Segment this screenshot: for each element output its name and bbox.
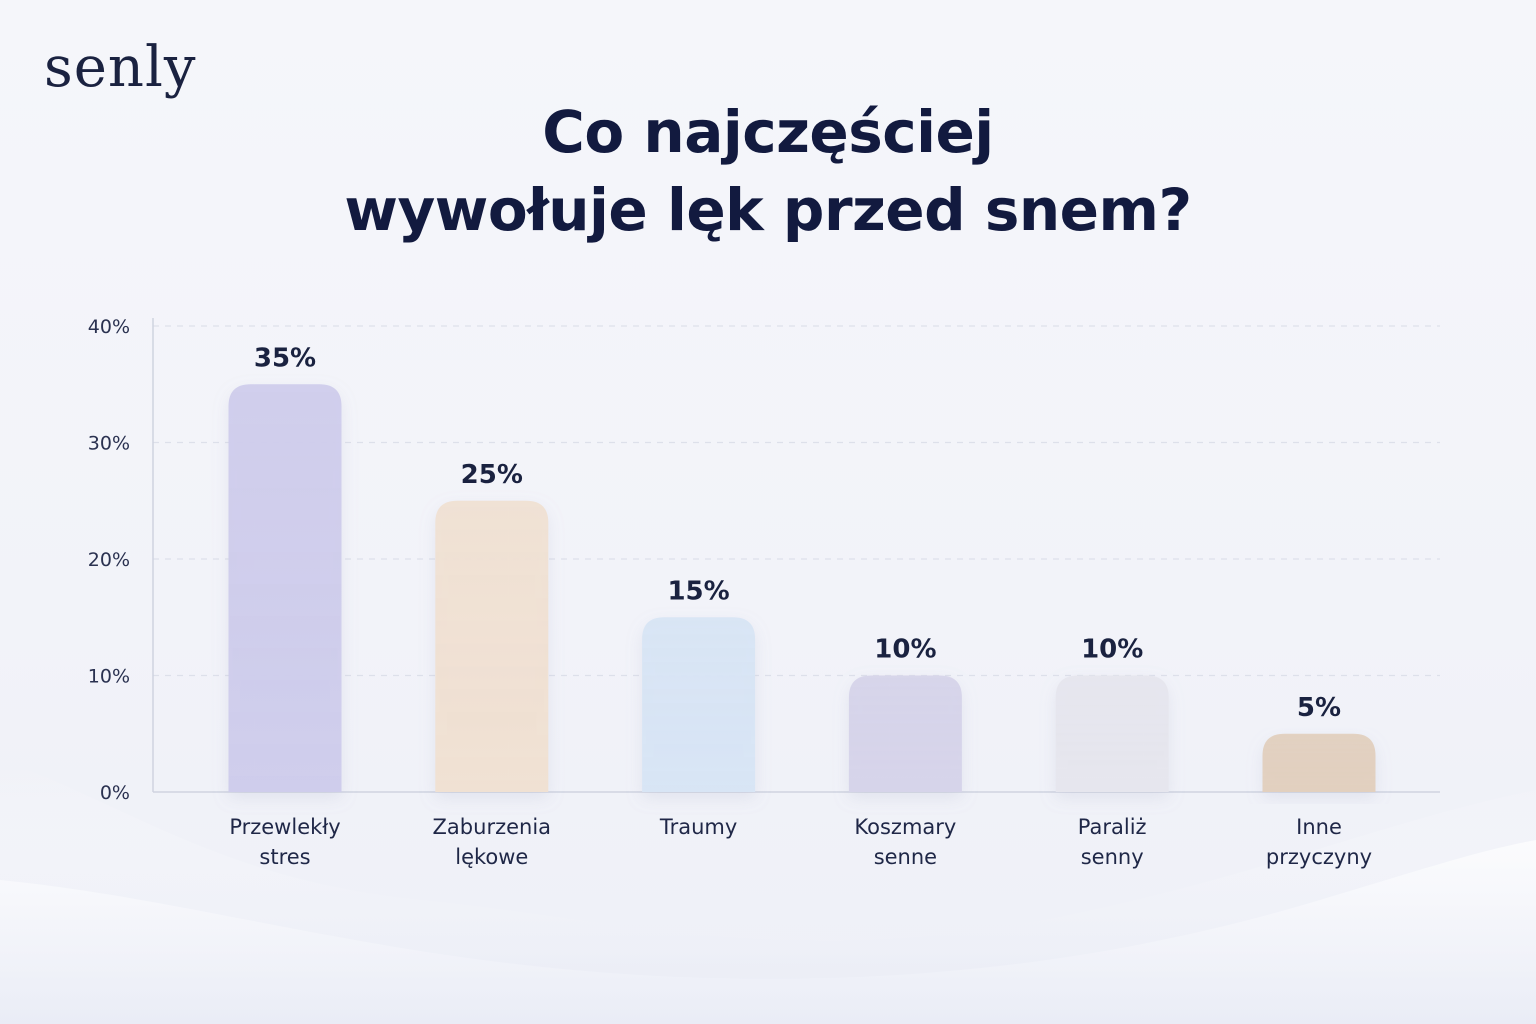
y-tick-label: 0% xyxy=(100,782,130,804)
category-label: Zaburzenia xyxy=(433,815,551,839)
category-label: przyczyny xyxy=(1266,845,1372,869)
chart-title-line-2: wywołuje lęk przed snem? xyxy=(344,176,1192,244)
y-tick-label: 10% xyxy=(88,666,130,688)
value-label: 25% xyxy=(461,460,523,490)
bar-2 xyxy=(642,617,756,792)
y-tick-label: 40% xyxy=(88,316,130,338)
category-label: stres xyxy=(259,845,310,869)
bar-3 xyxy=(848,675,962,792)
value-label: 35% xyxy=(254,343,316,373)
chart-title-line-1: Co najczęściej xyxy=(542,98,994,166)
value-label: 15% xyxy=(667,576,729,606)
category-label: Inne xyxy=(1296,815,1342,839)
y-tick-label: 30% xyxy=(88,433,130,455)
bar-4 xyxy=(1055,675,1169,792)
bar-0 xyxy=(228,384,342,792)
senly-logo: senly xyxy=(44,35,197,100)
category-label: senny xyxy=(1081,845,1144,869)
bar-1 xyxy=(435,500,549,792)
bar-5 xyxy=(1262,733,1376,792)
value-label: 5% xyxy=(1297,693,1341,723)
category-label: Koszmary xyxy=(854,815,956,839)
category-label: senne xyxy=(874,845,937,869)
y-tick-label: 20% xyxy=(88,549,130,571)
value-label: 10% xyxy=(874,635,936,665)
category-label: lękowe xyxy=(455,845,528,869)
value-label: 10% xyxy=(1081,635,1143,665)
category-label: Traumy xyxy=(659,815,737,839)
category-label: Paraliż xyxy=(1078,815,1147,839)
category-label: Przewlekły xyxy=(229,815,340,839)
